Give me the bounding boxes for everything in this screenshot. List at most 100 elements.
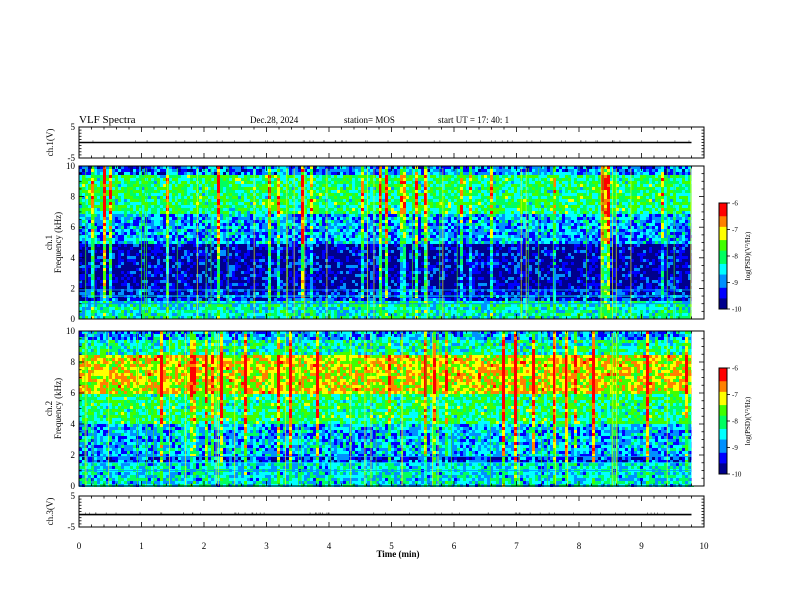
spectrogram-cell (247, 235, 250, 238)
spectrogram-cell (343, 307, 346, 310)
spectrogram-cell (94, 283, 97, 286)
spectrogram-cell (142, 289, 145, 292)
spectrogram-cell (103, 235, 106, 238)
spectrogram-cell (91, 166, 94, 169)
spectrogram-cell (316, 175, 319, 178)
spectrogram-cell (214, 247, 217, 250)
spectrogram-cell (175, 274, 178, 277)
spectrogram-cell (301, 265, 304, 268)
spectrogram-cell (319, 214, 322, 217)
spectrogram-cell (85, 220, 88, 223)
spectrogram-cell (160, 238, 163, 241)
spectrogram-cell (382, 190, 385, 193)
spectrogram-cell (265, 172, 268, 175)
spectrogram-cell (181, 232, 184, 235)
spectrogram-cell (190, 274, 193, 277)
spectrogram-cell (280, 214, 283, 217)
spectrogram-cell (358, 268, 361, 271)
spectrogram-cell (169, 202, 172, 205)
spectrogram-cell (412, 310, 415, 313)
spectrogram-cell (163, 175, 166, 178)
spectrogram-cell (187, 238, 190, 241)
spectrogram-cell (310, 271, 313, 274)
spectrogram-cell (397, 229, 400, 232)
spectrogram-cell (106, 298, 109, 301)
spectrogram-cell (346, 169, 349, 172)
spectrogram-cell (259, 208, 262, 211)
spectrogram-cell (196, 166, 199, 169)
spectrogram-cell (106, 307, 109, 310)
spectrogram-cell (178, 304, 181, 307)
spectrogram-cell (361, 220, 364, 223)
spectrogram-cell (91, 178, 94, 181)
spectrogram-cell (127, 232, 130, 235)
spectrogram-cell (334, 169, 337, 172)
spectrogram-cell (409, 193, 412, 196)
spectrogram-cell (82, 268, 85, 271)
spectrogram-cell (403, 214, 406, 217)
spectrogram-cell (238, 169, 241, 172)
spectrogram-cell (400, 310, 403, 313)
spectrogram-cell (223, 277, 226, 280)
spectrogram-cell (241, 166, 244, 169)
spectrogram-cell (307, 316, 310, 319)
spectrogram-cell (373, 190, 376, 193)
spectrogram-cell (391, 169, 394, 172)
spectrogram-cell (289, 304, 292, 307)
spectrogram-cell (304, 253, 307, 256)
spectrogram-cell (391, 220, 394, 223)
spectrogram-cell (169, 256, 172, 259)
spectrogram-cell (349, 235, 352, 238)
spectrogram-cell (412, 301, 415, 304)
spectrogram-cell (328, 196, 331, 199)
spectrogram-cell (409, 238, 412, 241)
spectrogram-cell (340, 238, 343, 241)
spectrogram-cell (115, 214, 118, 217)
spectrogram-cell (97, 184, 100, 187)
spectrogram-cell (241, 181, 244, 184)
spectrogram-cell (412, 298, 415, 301)
spectrogram-cell (382, 202, 385, 205)
spectrogram-cell (316, 298, 319, 301)
spectrogram-cell (373, 313, 376, 316)
spectrogram-cell (382, 205, 385, 208)
spectrogram-cell (310, 310, 313, 313)
spectrogram-cell (322, 253, 325, 256)
spectrogram-cell (211, 262, 214, 265)
spectrogram-cell (220, 220, 223, 223)
spectrogram-cell (199, 253, 202, 256)
spectrogram-cell (226, 313, 229, 316)
spectrogram-cell (94, 238, 97, 241)
spectrogram-cell (244, 271, 247, 274)
spectrogram-cell (151, 214, 154, 217)
spectrogram-cell (307, 283, 310, 286)
spectrogram-cell (409, 205, 412, 208)
spectrogram-cell (379, 235, 382, 238)
spectrogram-cell (175, 214, 178, 217)
spectrogram-cell (97, 193, 100, 196)
spectrogram-cell (154, 283, 157, 286)
spectrogram-cell (277, 190, 280, 193)
spectrogram-cell (379, 193, 382, 196)
spectrogram-cell (271, 190, 274, 193)
spectrogram-cell (199, 229, 202, 232)
spectrogram-cell (403, 217, 406, 220)
spectrogram-cell (412, 292, 415, 295)
spectrogram-cell (277, 241, 280, 244)
spectrogram-cell (391, 280, 394, 283)
spectrogram-cell (82, 232, 85, 235)
spectrogram-cell (163, 202, 166, 205)
spectrogram-cell (244, 178, 247, 181)
spectrogram-cell (109, 292, 112, 295)
spectrogram-cell (277, 199, 280, 202)
spectrogram-cell (274, 301, 277, 304)
spectrogram-cell (373, 184, 376, 187)
spectrogram-cell (133, 226, 136, 229)
spectrogram-cell (310, 178, 313, 181)
spectrogram-cell (154, 241, 157, 244)
spectrogram-cell (97, 199, 100, 202)
spectrogram-cell (151, 220, 154, 223)
spectrogram-cell (199, 178, 202, 181)
spectrogram-cell (118, 250, 121, 253)
spectrogram-cell (316, 187, 319, 190)
